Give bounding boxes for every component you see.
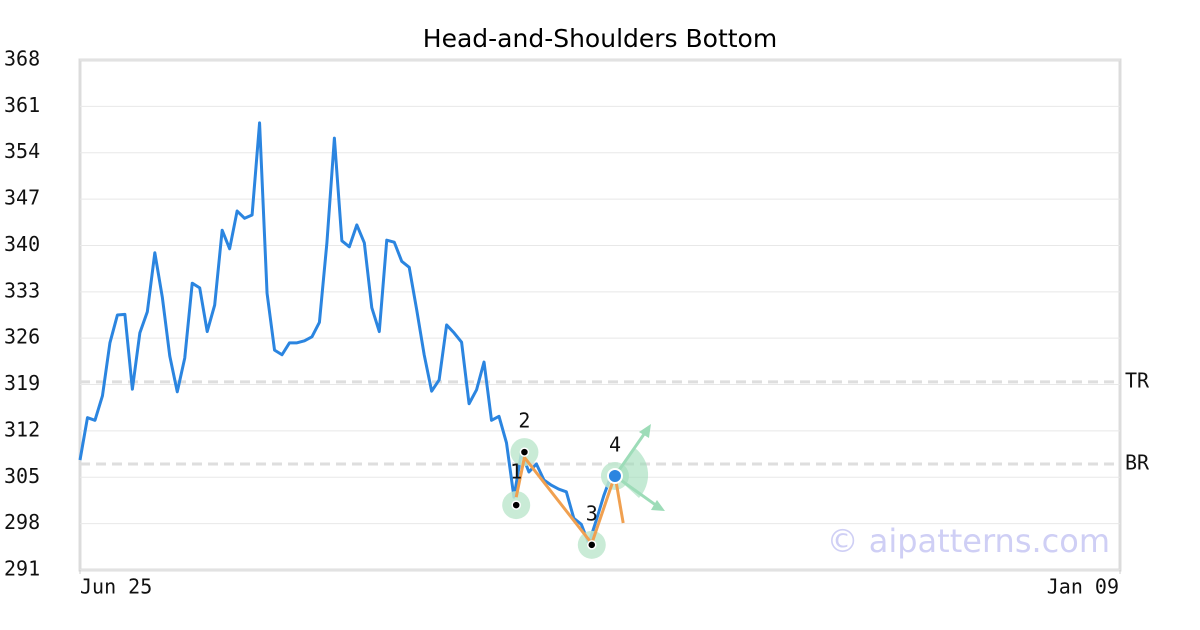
y-tick-label: 333 xyxy=(4,278,40,302)
y-tick-label: 326 xyxy=(4,325,40,349)
x-tick-label: Jan 09 xyxy=(1047,575,1119,599)
pattern-point xyxy=(519,447,530,457)
y-tick-label: 354 xyxy=(4,139,40,163)
y-tick-label: 340 xyxy=(4,232,40,256)
price-line xyxy=(78,121,613,546)
point-label: 1 xyxy=(510,460,522,484)
watermark: © aipatterns.com xyxy=(827,522,1110,560)
level-label: BR xyxy=(1125,451,1150,475)
plot-frame xyxy=(78,58,1122,572)
y-tick-label: 298 xyxy=(4,510,40,534)
point-label: 3 xyxy=(586,501,598,525)
y-tick-label: 312 xyxy=(4,417,40,441)
chart-title: Head-and-Shoulders Bottom xyxy=(423,24,777,53)
arrow xyxy=(614,474,658,508)
point-label: 2 xyxy=(518,409,530,433)
y-tick-label: 305 xyxy=(4,464,40,488)
y-tick-label: 361 xyxy=(4,93,40,117)
y-tick-label: 319 xyxy=(4,371,40,395)
arrow-head xyxy=(638,423,651,438)
pattern-point xyxy=(587,540,597,550)
y-tick-label: 347 xyxy=(4,186,40,210)
level-label: TR xyxy=(1125,368,1150,392)
point-label: 4 xyxy=(609,432,621,456)
x-tick-label: Jun 25 xyxy=(80,575,152,599)
y-tick-label: 291 xyxy=(4,557,40,581)
y-tick-label: 368 xyxy=(4,47,40,71)
pattern-point xyxy=(606,467,623,484)
target-wedge xyxy=(614,447,649,498)
arrow xyxy=(613,429,649,477)
arrow-head xyxy=(650,499,665,511)
pattern-point xyxy=(511,500,521,510)
